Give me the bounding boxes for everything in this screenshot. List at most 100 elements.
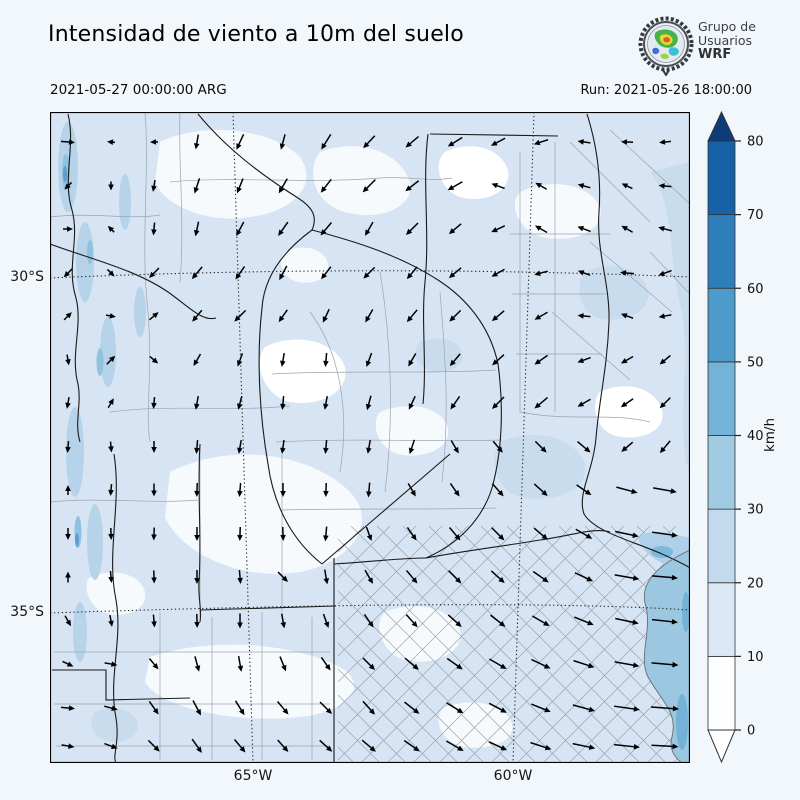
wind-arrow (279, 134, 286, 150)
wind-arrow (237, 482, 243, 497)
wind-arrow (235, 266, 246, 280)
graticule (50, 112, 690, 763)
wind-arrow (280, 613, 287, 629)
wind-arrow (577, 440, 591, 453)
wind-arrow (576, 484, 592, 496)
wind-arrow (364, 569, 373, 584)
wind-arrow (279, 265, 288, 281)
colorbar-tick-label: 70 (747, 208, 764, 223)
wind-arrow (320, 222, 333, 236)
wind-arrow (659, 397, 671, 409)
wind-arrow (408, 439, 416, 455)
map-frame (50, 112, 690, 763)
colorbar-segment (707, 435, 736, 510)
wind-arrow (658, 313, 672, 319)
wind-arrow (148, 701, 159, 715)
wind-arrow (534, 354, 548, 365)
wind-arrow (574, 572, 594, 582)
wind-arrow (620, 398, 634, 408)
wind-arrow (63, 226, 73, 232)
wind-arrow (365, 221, 374, 236)
wind-arrow (491, 225, 506, 233)
wind-arrow (651, 743, 679, 750)
wind-arrow (104, 742, 118, 749)
wind-arrow (108, 441, 114, 453)
logo-line-3: WRF (698, 47, 732, 62)
wrf-logo: Grupo de Usuarios WRF (636, 14, 796, 78)
wind-arrow (488, 702, 507, 713)
wind-arrow (320, 657, 331, 671)
wind-arrow (362, 657, 376, 671)
wind-arrow (193, 178, 201, 194)
wind-arrow (280, 395, 286, 410)
wind-arrow (449, 353, 461, 367)
colorbar-tick-label: 10 (747, 650, 764, 665)
wind-arrow (237, 569, 243, 584)
wind-arrow (365, 309, 374, 323)
lon-tick-65w: 65°W (233, 768, 273, 784)
wind-arrow (534, 225, 548, 234)
logo-line-1: Grupo de (698, 19, 756, 34)
wind-arrow (448, 267, 462, 279)
lon-tick-60w: 60°W (493, 768, 533, 784)
wind-arrow (535, 182, 548, 190)
wind-arrow (406, 266, 418, 280)
colorbar-svg: 0 10 20 30 40 50 60 70 80 km/h (707, 110, 778, 764)
wind-arrow (577, 139, 591, 145)
wind-arrow (237, 439, 243, 454)
wind-arrow (406, 527, 417, 541)
wind-arrow (151, 179, 157, 192)
wind-arrow (362, 179, 376, 193)
wind-arrow (363, 614, 374, 628)
wind-arrow (577, 270, 591, 276)
wind-arrow (323, 569, 330, 585)
wind-arrow (236, 221, 245, 237)
wind-arrow (659, 440, 671, 454)
wind-arrow (407, 483, 416, 497)
wind-arrow (577, 226, 591, 233)
wind-arrow (149, 355, 159, 364)
wind-arrow (532, 570, 549, 583)
wind-arrow (194, 395, 200, 410)
wind-arrow (107, 398, 114, 409)
wind-arrow (533, 527, 548, 540)
colorbar-under-arrow (707, 729, 736, 764)
wind-arrow (490, 614, 506, 627)
wind-arrow (60, 139, 75, 145)
colorbar-tick-label: 0 (747, 724, 755, 739)
wind-arrow (405, 570, 418, 584)
wind-arrow (237, 613, 243, 629)
run-time-label: Run: 2021-05-26 18:00:00 (580, 83, 752, 98)
wind-arrow (573, 616, 594, 626)
wind-arrow (615, 530, 639, 538)
wind-arrow (408, 395, 416, 410)
ocean (638, 531, 690, 763)
wind-arrow (104, 705, 118, 711)
wind-arrow (323, 352, 329, 367)
wind-arrow (280, 526, 286, 541)
wind-arrow (613, 743, 640, 750)
wind-arrow (445, 740, 464, 751)
wind-arrow (577, 313, 591, 319)
meridian-60w (512, 112, 535, 763)
wind-arrow (64, 181, 73, 190)
wind-arrow (236, 178, 244, 194)
wind-arrow (105, 313, 116, 319)
wind-arrow (405, 222, 419, 236)
wind-arrow (319, 739, 333, 752)
colorbar-segment (707, 140, 736, 216)
lat-tick-35s: 35°S (10, 604, 44, 620)
colorbar-tick-label: 20 (747, 576, 764, 591)
colorbar-segment (707, 361, 736, 436)
wind-arrow (531, 615, 550, 626)
logo-globe-icon (638, 16, 694, 76)
wind-arrow (236, 133, 245, 150)
colorbar-tick-label: 50 (747, 355, 764, 370)
wind-arrow (319, 701, 333, 715)
wind-arrow (65, 354, 71, 366)
wind-arrow (534, 311, 548, 320)
wind-arrow (363, 266, 376, 279)
wind-arrow (449, 309, 462, 322)
wind-arrow (614, 574, 640, 581)
